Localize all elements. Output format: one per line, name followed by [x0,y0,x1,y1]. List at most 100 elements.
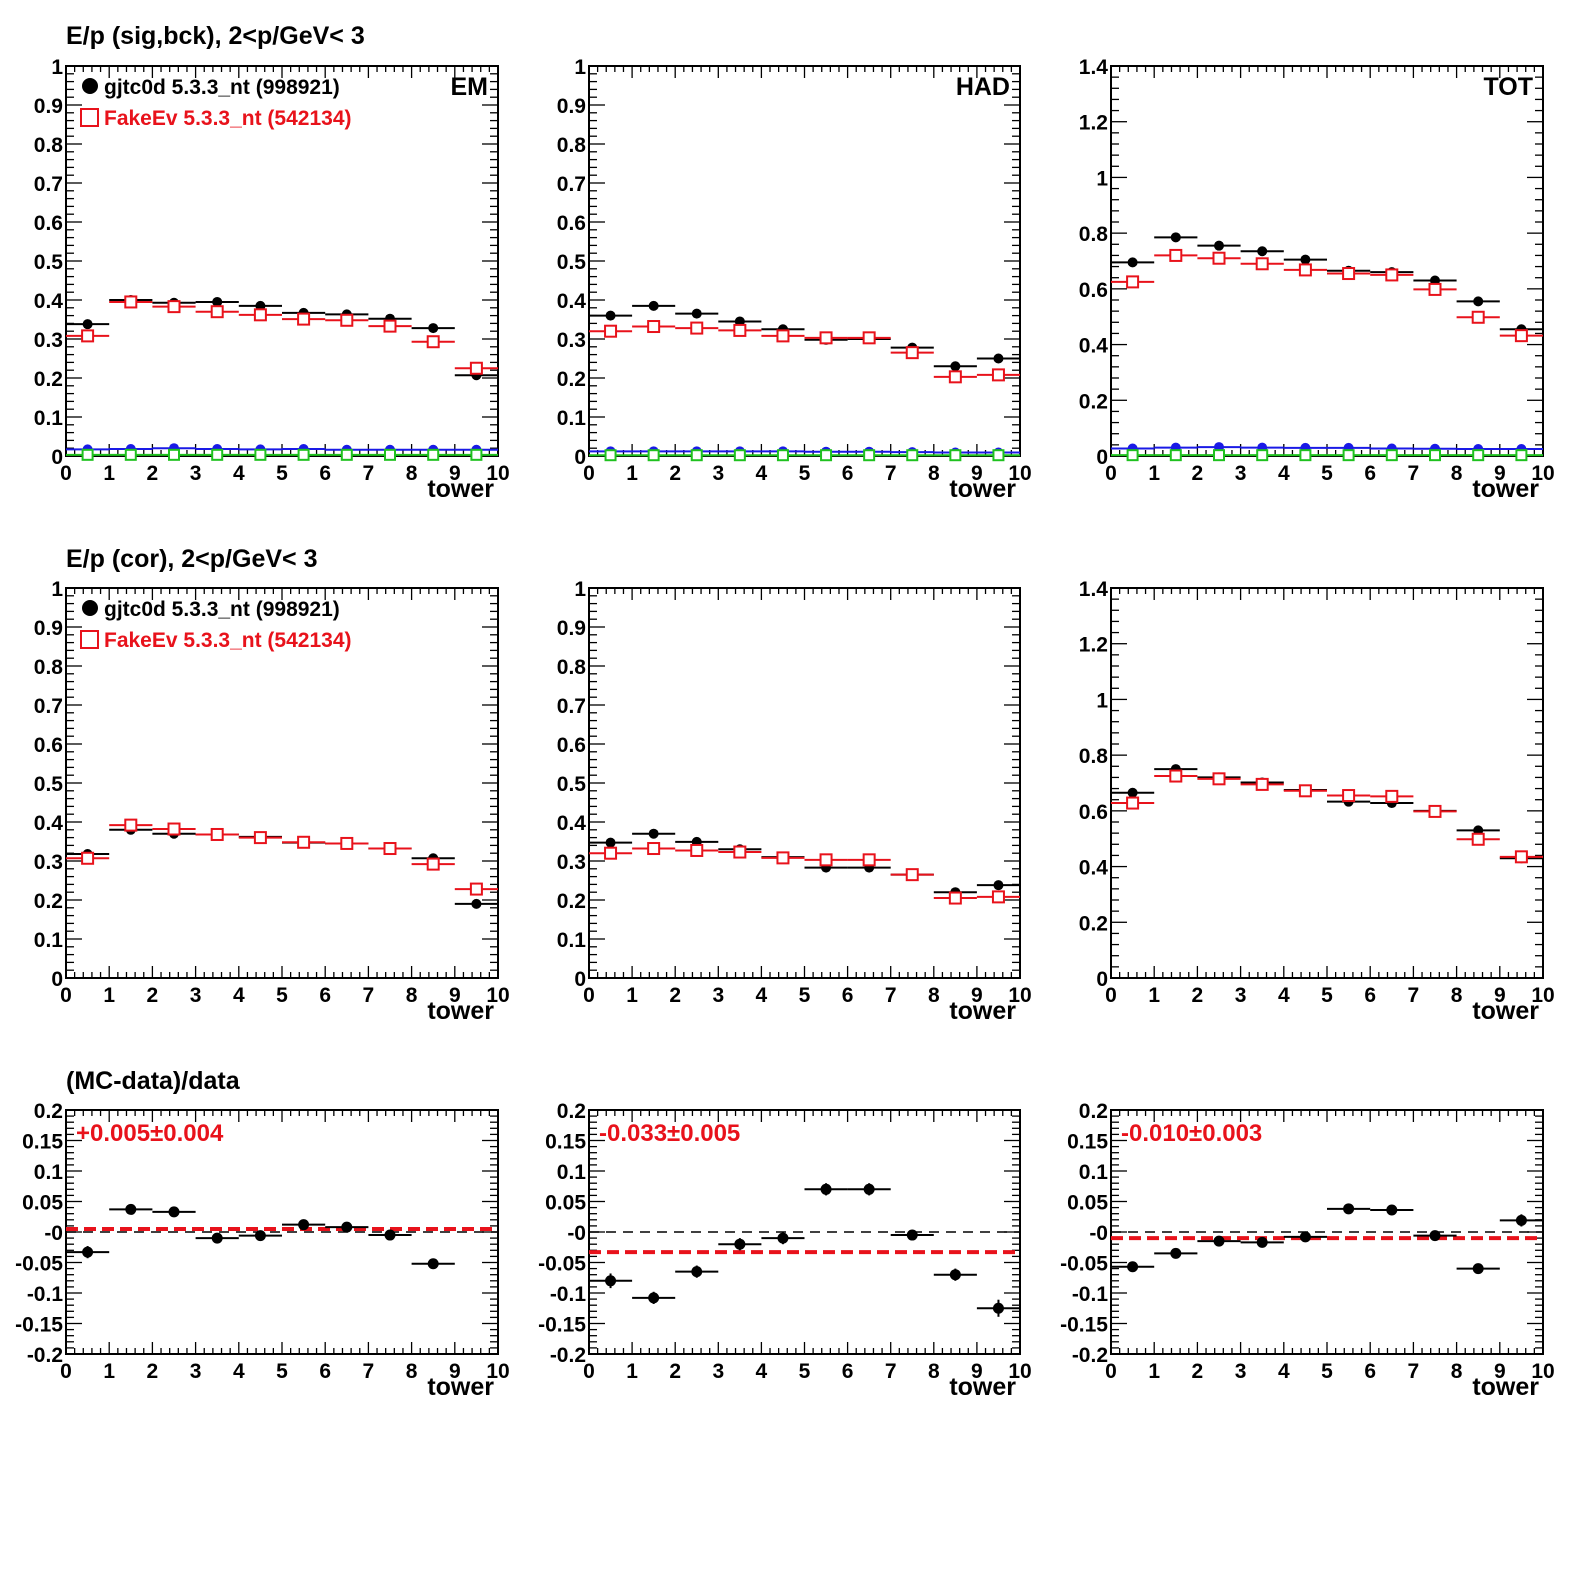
y-tick-label: 0.5 [34,773,64,796]
y-tick-label: 0.8 [557,134,587,157]
x-tick-label: 10 [1531,1360,1554,1383]
x-tick-label: 10 [486,984,509,1007]
data-point [819,331,833,345]
data-point [647,842,661,856]
x-tick-label: 9 [449,984,461,1007]
y-tick-label: 0.3 [557,329,586,352]
x-axis-label: tower [1472,997,1539,1025]
x-tick-label: 8 [1451,984,1463,1007]
data-point [1256,449,1269,462]
series-mc [589,320,1020,384]
y-tick-label: 0.1 [557,929,587,952]
y-tick-label: 0.7 [34,695,63,718]
data-point [167,822,181,836]
y-tick-label: 0 [51,968,63,991]
x-tick-label: 5 [799,1360,811,1383]
y-tick-label: 0.15 [22,1131,63,1154]
y-tick-label: 1 [1096,689,1108,712]
y-tick-label: 0.2 [34,1100,63,1123]
corner-label: TOT [1483,73,1533,101]
y-tick-label: 0.8 [34,656,64,679]
x-tick-label: 1 [626,462,638,485]
data-point [991,890,1005,904]
series-data [589,828,1020,898]
data-point [297,312,311,326]
y-tick-label: -0.05 [538,1253,586,1276]
x-tick-label: 0 [1105,984,1117,1007]
data-point [210,305,224,319]
y-tick-label: 0.9 [34,95,63,118]
data-point [1214,240,1224,251]
data-point [428,323,439,334]
y-tick-label: 1 [574,56,586,79]
y-tick-label: 0.15 [545,1131,586,1154]
data-point [1299,449,1312,462]
data-point [341,1221,353,1233]
data-point [1515,449,1528,462]
data-point [863,1183,875,1195]
data-point [340,836,354,850]
x-tick-label: 9 [449,462,461,485]
y-tick-label: 0.4 [1079,857,1109,880]
y-tick-label: 0.8 [557,656,587,679]
x-tick-label: 2 [147,462,159,485]
y-tick-label: 0.2 [1079,390,1108,413]
legend-mc-label: FakeEv 5.3.3_nt (542134) [104,629,352,652]
x-tick-label: 4 [756,462,768,485]
data-point [905,346,919,360]
x-tick-label: 1 [1148,984,1160,1007]
x-tick-label: 7 [885,984,897,1007]
y-tick-label: 0 [574,446,586,469]
x-tick-label: 4 [233,1360,245,1383]
y-tick-label: 0.1 [1079,1161,1109,1184]
data-point [1386,1204,1398,1216]
x-axis-label: tower [427,997,494,1025]
x-tick-label: 6 [842,1360,854,1383]
y-tick-label: 0.3 [34,329,63,352]
x-tick-label: 8 [928,1360,940,1383]
data-point [993,353,1004,364]
y-tick-label: -0 [44,1222,63,1245]
data-point [1342,449,1355,462]
legend-mc-label: FakeEv 5.3.3_nt (542134) [104,107,352,130]
x-tick-label: 3 [712,984,724,1007]
data-point [1385,449,1398,462]
y-tick-label: -0.15 [15,1314,63,1337]
series-mc [66,818,498,896]
data-point [1170,232,1181,243]
data-point [253,831,267,845]
x-tick-label: 5 [276,1360,288,1383]
x-axis-label: tower [949,997,1016,1025]
y-tick-label: -0.05 [15,1253,63,1276]
y-tick-label: 0.7 [34,173,63,196]
y-tick-label: 1.2 [1079,634,1108,657]
data-point [949,1269,961,1281]
y-tick-label: 0.05 [1067,1192,1108,1215]
data-point [948,370,962,384]
x-tick-label: 5 [1321,462,1333,485]
fit-value-label: -0.033±0.005 [599,1120,740,1147]
row-title-2: E/p (cor), 2<p/GeV< 3 [66,545,317,573]
y-tick-label: 0.3 [34,851,63,874]
data-point [1212,772,1226,786]
x-tick-label: 6 [1364,984,1376,1007]
x-tick-label: 6 [842,462,854,485]
data-point [950,361,961,372]
data-point [384,1229,396,1241]
data-point [384,448,396,461]
x-tick-label: 3 [1235,984,1247,1007]
x-tick-label: 0 [1105,1360,1117,1383]
data-point [605,837,616,848]
y-tick-label: -0.05 [1060,1253,1108,1276]
x-tick-label: 7 [885,462,897,485]
data-point [647,449,660,462]
data-point [211,1232,223,1244]
x-tick-label: 5 [276,462,288,485]
y-tick-label: 0.3 [557,851,586,874]
data-point [1385,789,1399,803]
x-tick-label: 10 [486,1360,509,1383]
data-point [212,296,223,307]
